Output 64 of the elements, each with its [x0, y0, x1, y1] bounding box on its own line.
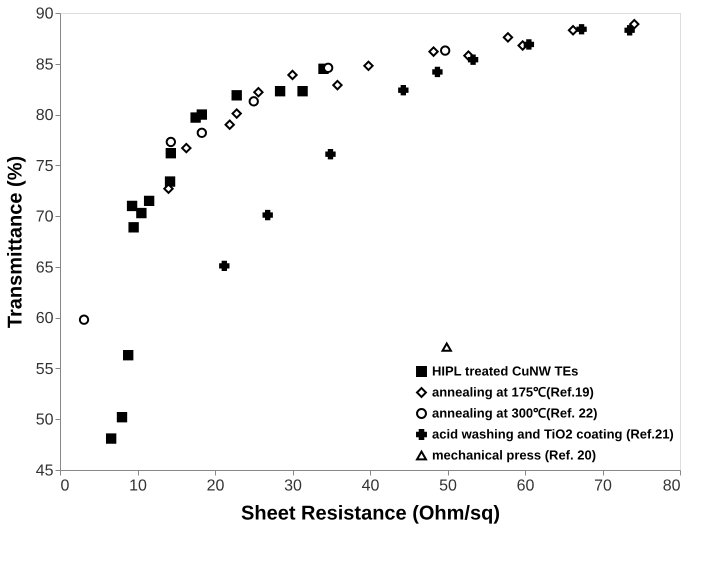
legend-label: HIPL treated CuNW TEs — [432, 364, 578, 378]
y-tick-label: 75 — [36, 158, 54, 175]
point — [624, 25, 635, 36]
point — [232, 90, 242, 100]
y-tick-label: 85 — [36, 56, 54, 74]
x-tick-label: 60 — [516, 478, 534, 494]
point — [502, 32, 514, 43]
point — [332, 80, 343, 90]
point — [568, 25, 578, 36]
point — [123, 350, 134, 360]
point — [106, 433, 116, 444]
y-tick-label: 90 — [36, 6, 54, 22]
point — [128, 222, 139, 232]
point — [144, 196, 154, 206]
point — [196, 128, 208, 138]
point — [219, 260, 230, 272]
x-tick-label: 20 — [206, 478, 224, 494]
point — [363, 60, 374, 71]
point — [196, 109, 208, 120]
y-tick-label: 60 — [36, 310, 54, 328]
y-tick-label: 65 — [36, 259, 54, 276]
point — [325, 148, 336, 160]
point — [398, 85, 409, 96]
x-tick-label: 0 — [60, 478, 70, 494]
y-tick-label: 50 — [36, 412, 54, 429]
y-tick-label: 45 — [36, 462, 54, 480]
x-axis-title: Sheet Resistance (Ohm/sq) — [241, 502, 500, 524]
legend-label: acid washing and TiO2 coating (Ref.21) — [432, 426, 674, 442]
point — [297, 86, 308, 96]
point — [136, 208, 147, 218]
point — [262, 210, 273, 220]
point — [274, 86, 286, 96]
point — [78, 314, 90, 325]
x-tick-label: 50 — [439, 478, 457, 494]
point — [166, 136, 176, 148]
legend-label: annealing at 300℃(Ref. 22) — [432, 406, 598, 420]
point — [232, 108, 242, 119]
y-tick-label: 70 — [36, 208, 54, 226]
x-tick-label: 10 — [129, 478, 147, 494]
y-tick-label: 80 — [36, 107, 54, 124]
point — [440, 45, 450, 56]
point — [253, 87, 264, 98]
y-tick-label: 55 — [36, 360, 54, 378]
point — [287, 70, 298, 80]
x-tick-label: 40 — [362, 478, 380, 494]
point — [432, 66, 443, 78]
legend-label: annealing at 175℃(Ref.19) — [432, 384, 594, 400]
legend-label: mechanical press (Ref. 20) — [432, 448, 596, 462]
point — [248, 96, 259, 107]
point — [629, 18, 640, 30]
point — [126, 200, 138, 212]
point — [468, 54, 478, 65]
point — [576, 24, 587, 34]
x-tick-label: 80 — [662, 478, 681, 494]
point — [116, 412, 128, 422]
y-axis-title: Transmittance (%) — [4, 156, 27, 328]
point — [442, 342, 452, 352]
point — [428, 46, 439, 57]
x-tick-label: 30 — [284, 478, 302, 494]
x-tick-label: 70 — [594, 478, 612, 494]
point — [524, 39, 534, 50]
point — [181, 142, 192, 154]
point — [224, 120, 235, 130]
point — [166, 148, 176, 158]
